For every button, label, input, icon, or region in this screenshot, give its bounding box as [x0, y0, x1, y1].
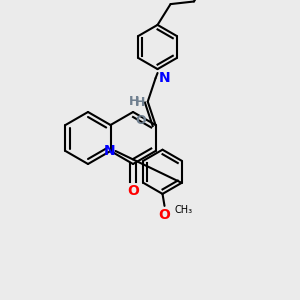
- Text: N: N: [158, 71, 170, 85]
- Text: O: O: [135, 114, 146, 127]
- Text: H: H: [129, 95, 140, 108]
- Text: O: O: [127, 184, 139, 198]
- Text: N: N: [104, 144, 115, 158]
- Text: O: O: [159, 208, 170, 222]
- Text: CH₃: CH₃: [175, 205, 193, 215]
- Text: H: H: [135, 96, 146, 109]
